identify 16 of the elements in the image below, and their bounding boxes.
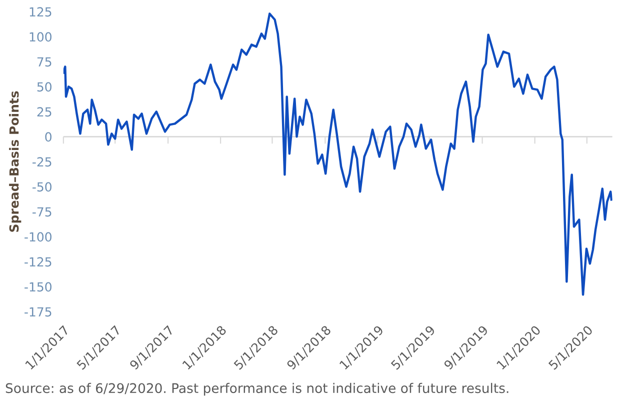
y-tick-label: 0: [45, 132, 52, 142]
y-axis-title: Spread–Basis Points: [9, 91, 22, 232]
y-tick-label: -175: [24, 307, 52, 317]
y-tick-label: -75: [32, 207, 52, 217]
line-series: [63, 12, 612, 296]
y-tick-label: -100: [24, 232, 52, 242]
y-tick-label: 50: [37, 82, 52, 92]
y-tick-label: -150: [24, 282, 52, 292]
y-tick-label: -125: [24, 257, 52, 267]
y-tick-label: 125: [30, 7, 52, 17]
source-note: Source: as of 6/29/2020. Past performance is not indicative of future results.: [6, 382, 508, 396]
y-tick-label: 25: [37, 107, 52, 117]
y-tick-label: 100: [30, 32, 52, 42]
y-tick-label: 75: [37, 57, 52, 67]
y-tick-label: -25: [32, 157, 52, 167]
y-tick-label: -50: [32, 182, 52, 192]
